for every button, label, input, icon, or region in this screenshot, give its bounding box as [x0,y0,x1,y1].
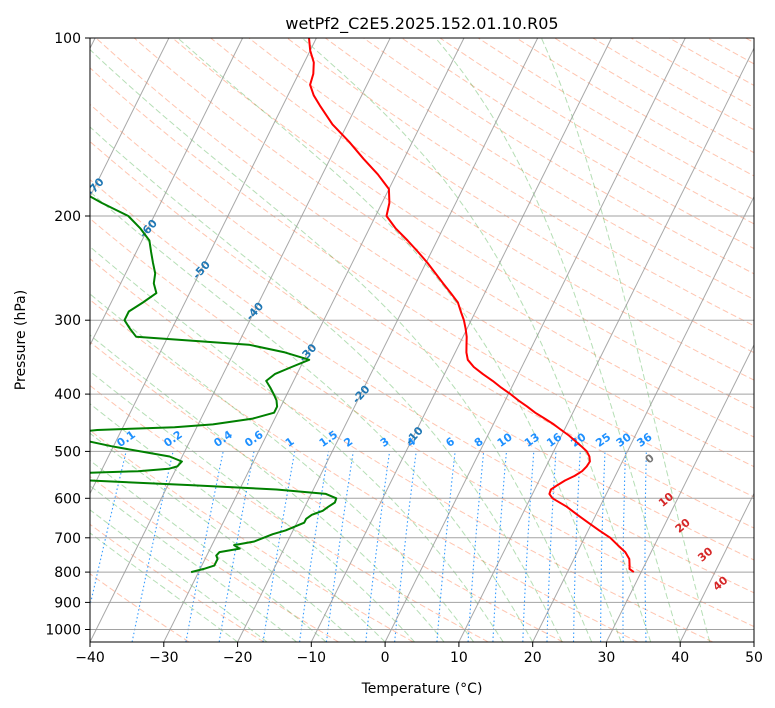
dry-adiabat [90,573,190,642]
moist-adiabat [177,38,622,642]
isotherm [679,492,754,642]
pressure-gridlines [90,38,754,630]
mixing-ratio-lines [90,451,647,642]
dry-adiabat [90,258,713,642]
dry-adiabat [90,341,564,642]
dewpoint-profile [90,195,338,574]
y-tick-label: 700 [54,531,81,547]
sounding-profiles [90,38,635,574]
isotherm [532,195,754,642]
moist-adiabat [90,459,327,642]
dry-adiabat [286,38,754,327]
y-tick-label: 800 [54,565,81,581]
mixing-ratio-line [394,451,417,642]
temperature-profile [308,38,635,573]
dry-adiabat [133,38,754,438]
y-tick-label: 900 [54,595,81,611]
y-tick-label: 1000 [45,623,81,639]
x-tick-label: −40 [75,650,105,666]
mixing-ratio-line [325,451,354,642]
x-tick-label: 40 [671,650,689,666]
dry-adiabat [90,299,639,642]
x-tick-label: −10 [297,650,327,666]
y-tick-label: 600 [54,491,81,507]
mixing-ratio-line [262,451,296,642]
moist-adiabat [90,126,563,642]
dry-adiabat [90,103,754,529]
x-axis-label: Temperature (°C) [361,681,483,697]
x-tick-label: 20 [524,650,542,666]
y-tick-label: 500 [54,444,81,460]
isotherm [605,343,754,642]
isotherm [237,38,539,642]
mixing-ratio-line [365,451,391,642]
y-tick-label: 200 [54,209,81,225]
mixing-ratio-line [436,451,456,642]
moist-adiabat [90,246,504,642]
isotherm [458,47,754,642]
mixing-ratio-line [299,451,330,642]
y-tick-label: 400 [54,387,81,403]
plot-frame [89,37,755,643]
moist-adiabat [90,334,445,642]
x-tick-label: 50 [745,650,763,666]
isotherm [310,38,612,642]
moist-adiabats [90,38,711,642]
dry-adiabat [90,217,754,628]
x-axis-ticks: −40 −30 −20 −10 0 10 20 30 40 50 [75,642,763,666]
dry-adiabat [90,475,339,642]
moist-adiabat [540,38,711,642]
x-tick-label: 30 [597,650,615,666]
y-tick-label: 100 [54,31,81,47]
moist-adiabat [90,191,534,642]
dry-adiabat [90,523,265,642]
chart-title: wetPf2_C2E5.2025.152.01.10.R05 [285,14,558,34]
x-tick-label: 10 [450,650,468,666]
isotherm [90,38,391,642]
dry-adiabat [90,67,754,498]
isotherm [163,38,465,642]
y-tick-label: 300 [54,313,81,329]
moist-adiabat [90,485,297,642]
mixing-ratio-line [90,451,127,608]
x-tick-label: −20 [223,650,253,666]
isotherm [90,38,317,495]
moist-adiabat [90,48,593,642]
moist-adiabat [90,293,475,642]
moist-adiabat [90,370,415,642]
isotherms [90,38,754,642]
dry-adiabat [210,38,754,381]
y-axis-label: Pressure (hPa) [13,290,29,390]
isotherm [90,38,170,198]
isotherm [384,38,686,642]
x-tick-label: −30 [149,650,179,666]
x-tick-label: 0 [381,650,390,666]
moist-adiabat [90,432,356,642]
dry-adiabat [90,178,754,594]
moist-adiabat [301,38,652,642]
isotherm [90,38,244,347]
y-axis-ticks: 100 200 300 400 500 600 700 800 900 1000 [45,31,90,639]
